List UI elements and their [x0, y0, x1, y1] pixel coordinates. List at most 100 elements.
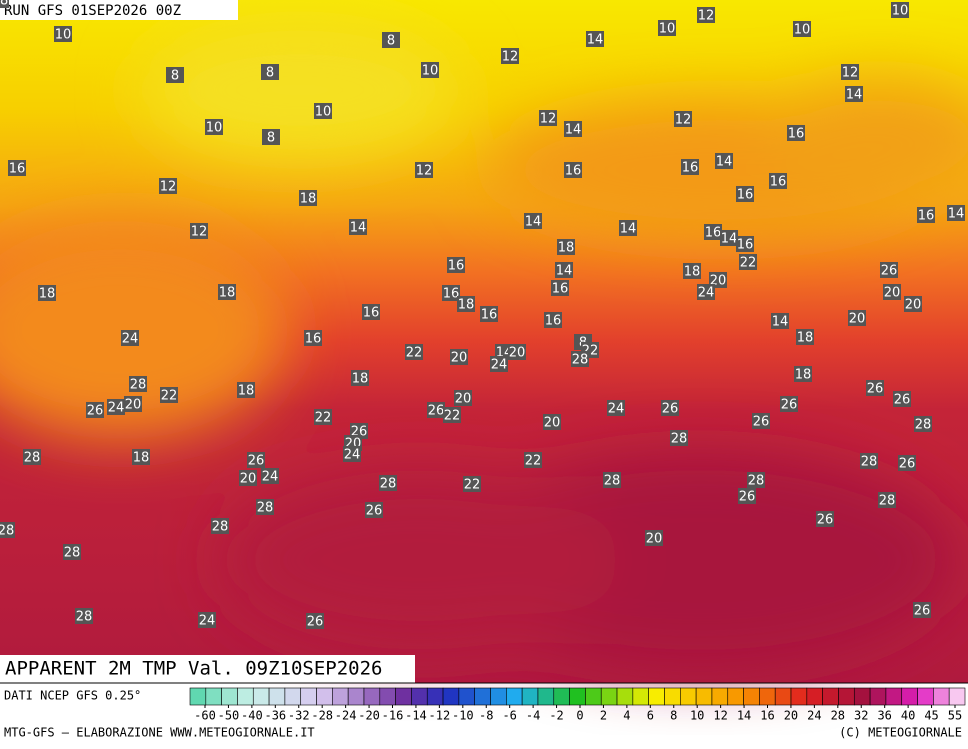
- label-box: [697, 284, 715, 300]
- label-box: [619, 220, 637, 236]
- label-box: [661, 400, 679, 416]
- temperature-label: 28: [915, 418, 932, 433]
- temperature-label: 28: [861, 455, 878, 470]
- map-labels: 10 8 8 8 10 12 14 10 12 10 10 12 14 10 10 8 12 14 12 16 16 12…: [0, 0, 965, 630]
- colorbar-tick-label: -40: [241, 709, 263, 723]
- label-box: [681, 159, 699, 175]
- colorbar-tick-label: 20: [784, 709, 798, 723]
- label-box: [769, 173, 787, 189]
- colorbar-tick-label: 12: [713, 709, 727, 723]
- temperature-label: 26: [248, 454, 265, 469]
- temperature-label: 26: [817, 513, 834, 528]
- temperature-label: 8: [266, 66, 274, 81]
- colorbar-tick-label: 24: [807, 709, 821, 723]
- label-box: [883, 284, 901, 300]
- colorbar-tick-label: 14: [737, 709, 751, 723]
- colorbar-cell: [727, 687, 744, 706]
- temperature-label: 14: [620, 222, 637, 237]
- label-box: [607, 400, 625, 416]
- colorbar-cell: [585, 687, 602, 706]
- temperature-label: 16: [682, 161, 699, 176]
- colorbar-tick-label: -20: [358, 709, 380, 723]
- label-box: [107, 399, 125, 415]
- temperature-label: 10: [892, 4, 909, 19]
- label-box: [198, 612, 216, 628]
- temperature-label: 16: [363, 306, 380, 321]
- label-box: [841, 64, 859, 80]
- colorbar-tick-label: -8: [479, 709, 493, 723]
- label-box: [38, 285, 56, 301]
- temperature-label: 18: [219, 286, 236, 301]
- colorbar-cell: [869, 687, 887, 706]
- label-box: [247, 452, 265, 468]
- label-box: [343, 446, 361, 462]
- label-box: [866, 380, 884, 396]
- label-box: [603, 472, 621, 488]
- label-box: [524, 452, 542, 468]
- label-box: [443, 407, 461, 423]
- colorbar-cell: [237, 687, 254, 706]
- colorbar-cell: [695, 687, 713, 706]
- label-box: [683, 263, 701, 279]
- label-box: [739, 254, 757, 270]
- temperature-label: 10: [206, 121, 223, 136]
- label-box: [351, 370, 369, 386]
- temperature-label: 28: [257, 501, 274, 516]
- label-box: [166, 67, 184, 83]
- colorbar-tick-label: 2: [600, 709, 607, 723]
- colorbar-cell: [680, 687, 697, 706]
- temperature-label: 10: [422, 64, 439, 79]
- label-box: [306, 613, 324, 629]
- colorbar-cell: [885, 687, 903, 706]
- label-box: [405, 344, 423, 360]
- temperature-label: 28: [604, 474, 621, 489]
- colorbar-cell: [711, 687, 729, 706]
- temperature-label: 18: [684, 265, 701, 280]
- temperature-label: 28: [76, 610, 93, 625]
- temperature-label: 16: [481, 308, 498, 323]
- label-box: [738, 488, 756, 504]
- temperature-label: 26: [366, 504, 383, 519]
- temperature-label: 26: [662, 402, 679, 417]
- colorbar-cell: [569, 687, 586, 706]
- temperature-label: 28: [0, 524, 14, 539]
- temperature-label: 26: [87, 404, 104, 419]
- temperature-label: 10: [794, 23, 811, 38]
- label-box: [893, 391, 911, 407]
- colorbar-cell: [664, 687, 681, 706]
- run-box: [0, 0, 238, 20]
- temperature-label: 26: [739, 490, 756, 505]
- label-box: [697, 7, 715, 23]
- label-box: [845, 86, 863, 102]
- label-box: [720, 230, 738, 246]
- temperature-label: 20: [509, 346, 526, 361]
- colorbar-tick-label: 8: [670, 709, 677, 723]
- colorbar-cell: [268, 687, 286, 706]
- temperature-label: 20: [646, 532, 663, 547]
- colorbar-cell: [806, 687, 823, 706]
- label-box: [524, 213, 542, 229]
- colorbar-tick-label: 45: [924, 709, 938, 723]
- temperature-label: 26: [307, 615, 324, 630]
- label-box: [124, 396, 142, 412]
- label-box: [379, 475, 397, 491]
- colorbar-cell: [759, 687, 776, 706]
- colorbar-tick-label: 6: [647, 709, 654, 723]
- temperature-label: 20: [125, 398, 142, 413]
- temperature-label: 28: [212, 520, 229, 535]
- temperature-label: 24: [199, 614, 216, 629]
- label-box: [454, 390, 472, 406]
- colorbar-tick-label: 4: [623, 709, 630, 723]
- label-box: [816, 511, 834, 527]
- temperature-label: 12: [502, 50, 519, 65]
- colorbar-cell: [901, 687, 918, 706]
- temperature-label: 14: [565, 123, 582, 138]
- temperature-label: 10: [55, 28, 72, 43]
- map-title: APPARENT 2M TMP Val. 09Z10SEP2026: [5, 658, 383, 680]
- label-box: [23, 449, 41, 465]
- label-box: [508, 344, 526, 360]
- title-box: [0, 655, 415, 683]
- colorbar-tick-label: -2: [549, 709, 563, 723]
- temperature-label: 22: [740, 256, 757, 271]
- colorbar-tick-label: -16: [382, 709, 404, 723]
